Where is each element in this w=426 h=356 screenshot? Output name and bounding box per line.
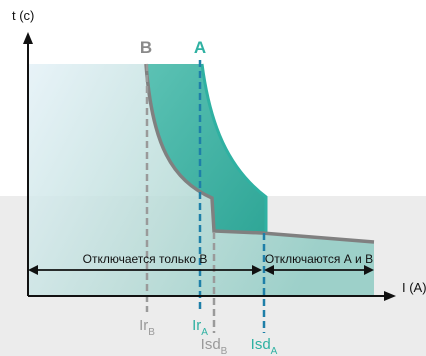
zone-b-area bbox=[28, 64, 374, 296]
zone-both-arrowhead-left bbox=[264, 265, 274, 275]
isd-a-label: IsdA bbox=[251, 336, 278, 356]
zone-both-arrowhead-right bbox=[364, 265, 374, 275]
curve-a bbox=[200, 63, 268, 233]
zone-a-area bbox=[146, 64, 266, 233]
x-axis-arrowhead bbox=[384, 291, 396, 301]
curve-a-label: A bbox=[194, 38, 206, 57]
zone-only-b-arrowhead-left bbox=[28, 265, 38, 275]
y-axis-label: t (c) bbox=[12, 8, 34, 23]
zone-only-b-arrowhead-right bbox=[252, 265, 262, 275]
y-axis-arrowhead bbox=[23, 32, 33, 44]
zone-both-label: Отключаются А и В bbox=[265, 252, 373, 266]
ir-b-label: IrB bbox=[139, 317, 155, 338]
x-axis-label: I (A) bbox=[402, 280, 426, 295]
isd-b-label: IsdB bbox=[201, 336, 228, 356]
ir-a-label: IrA bbox=[192, 317, 208, 338]
curve-b-label: B bbox=[140, 38, 152, 57]
zone-only-b-label: Отключается только В bbox=[83, 252, 208, 266]
curve-b bbox=[144, 63, 375, 244]
